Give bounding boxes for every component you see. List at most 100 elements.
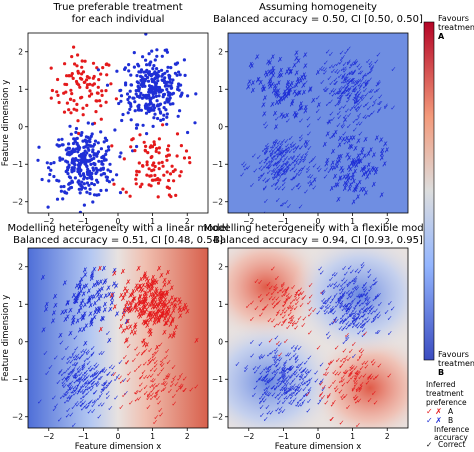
data-point-correct: ✓	[253, 384, 259, 392]
data-point-correct: ✓	[182, 387, 188, 395]
data-point-correct: ✓	[70, 388, 76, 396]
data-point-correct: ✓	[302, 367, 308, 375]
data-point-correct: ✓	[105, 370, 111, 378]
data-point	[94, 110, 98, 114]
data-point-incorrect: ✗	[132, 304, 138, 312]
data-point-correct: ✓	[155, 381, 161, 389]
data-point-correct: ✓	[288, 134, 294, 142]
data-point-correct: ✓	[332, 315, 338, 323]
data-point-correct: ✓	[353, 316, 359, 324]
colorbar-gradient	[423, 21, 435, 361]
data-point-correct: ✓	[88, 398, 94, 406]
data-point-correct: ✓	[352, 314, 358, 322]
data-point-correct: ✓	[245, 164, 251, 172]
data-point-correct: ✓	[341, 290, 347, 298]
data-point-correct: ✓	[373, 58, 379, 66]
data-point-correct: ✓	[295, 182, 301, 190]
data-point-correct: ✓	[318, 65, 324, 73]
data-point-correct: ✓	[299, 166, 305, 174]
data-point-correct: ✓	[277, 165, 283, 173]
data-point-correct: ✓	[256, 154, 262, 162]
data-point-correct: ✓	[70, 367, 76, 375]
data-point-correct: ✓	[83, 369, 89, 377]
data-point	[88, 187, 92, 191]
data-point-correct: ✓	[384, 308, 390, 316]
data-point-correct: ✓	[357, 65, 363, 73]
data-point-correct: ✓	[355, 115, 361, 123]
data-point-incorrect: ✗	[277, 99, 283, 107]
data-point-correct: ✓	[74, 373, 80, 381]
colorbar-top-label-line-1: Favours	[438, 14, 469, 23]
data-point-correct: ✓	[337, 295, 343, 303]
data-point-incorrect: ✗	[96, 296, 102, 304]
data-point-correct: ✓	[333, 316, 339, 324]
data-point-incorrect: ✗	[177, 305, 183, 313]
data-point-correct: ✓	[76, 389, 82, 397]
data-point-correct: ✓	[339, 357, 345, 365]
data-point-correct: ✓	[117, 374, 123, 382]
data-point-correct: ✓	[267, 163, 273, 171]
data-point-correct: ✓	[274, 143, 280, 151]
data-point-correct: ✓	[91, 398, 97, 406]
data-point-incorrect: ✗	[160, 311, 166, 319]
data-point-correct: ✓	[333, 67, 339, 75]
data-point-correct: ✓	[308, 293, 314, 301]
data-point	[149, 60, 153, 64]
data-point-correct: ✓	[339, 49, 345, 57]
data-point-correct: ✓	[299, 373, 305, 381]
data-point-correct: ✓	[93, 371, 99, 379]
data-point-correct: ✓	[352, 319, 358, 327]
data-point-correct: ✓	[159, 360, 165, 368]
x-tick-label: 0	[316, 217, 321, 226]
data-point-correct: ✓	[272, 356, 278, 364]
data-point-correct: ✓	[364, 299, 370, 307]
data-point-correct: ✓	[281, 287, 287, 295]
data-point-correct: ✓	[319, 79, 325, 87]
legend-title-line-1: Inferred	[426, 380, 456, 389]
data-point-correct: ✓	[369, 65, 375, 73]
data-point-correct: ✓	[89, 372, 95, 380]
data-point-correct: ✓	[341, 291, 347, 299]
data-point	[155, 48, 159, 52]
data-point-correct: ✓	[340, 123, 346, 131]
data-point-incorrect: ✗	[150, 274, 156, 282]
data-point-correct: ✓	[327, 75, 333, 83]
data-point-correct: ✓	[324, 86, 330, 94]
data-point-correct: ✓	[154, 349, 160, 357]
data-point-correct: ✓	[103, 378, 109, 386]
data-point-correct: ✓	[64, 375, 70, 383]
data-point-correct: ✓	[280, 149, 286, 157]
data-point-correct: ✓	[249, 299, 255, 307]
x-tick-label: 0	[116, 432, 121, 441]
data-point	[87, 148, 91, 152]
data-point-incorrect: ✗	[86, 298, 92, 306]
data-point	[104, 100, 108, 104]
data-point	[63, 190, 67, 194]
data-point-correct: ✓	[319, 269, 325, 277]
data-point-correct: ✓	[305, 369, 311, 377]
data-point-correct: ✓	[317, 265, 323, 273]
data-point-correct: ✓	[275, 178, 281, 186]
data-point-correct: ✓	[289, 365, 295, 373]
data-point-correct: ✓	[153, 362, 159, 370]
data-point	[176, 87, 180, 91]
data-point-correct: ✓	[391, 65, 397, 73]
data-point	[96, 91, 100, 95]
data-point-correct: ✓	[345, 403, 351, 411]
data-point-correct: ✓	[178, 372, 184, 380]
data-point-correct: ✓	[94, 379, 100, 387]
data-point	[45, 161, 49, 165]
data-point-correct: ✓	[84, 378, 90, 386]
data-point-correct: ✓	[293, 390, 299, 398]
data-point	[56, 93, 60, 97]
data-point-correct: ✓	[353, 374, 359, 382]
data-point	[140, 96, 144, 100]
data-point	[100, 162, 104, 166]
data-point-correct: ✓	[281, 301, 287, 309]
data-point-correct: ✓	[364, 114, 370, 122]
data-point-correct: ✓	[353, 374, 359, 382]
data-point-correct: ✓	[356, 323, 362, 331]
data-point-correct: ✓	[111, 370, 117, 378]
data-point-incorrect: ✗	[77, 284, 83, 292]
data-point-incorrect: ✗	[145, 278, 151, 286]
